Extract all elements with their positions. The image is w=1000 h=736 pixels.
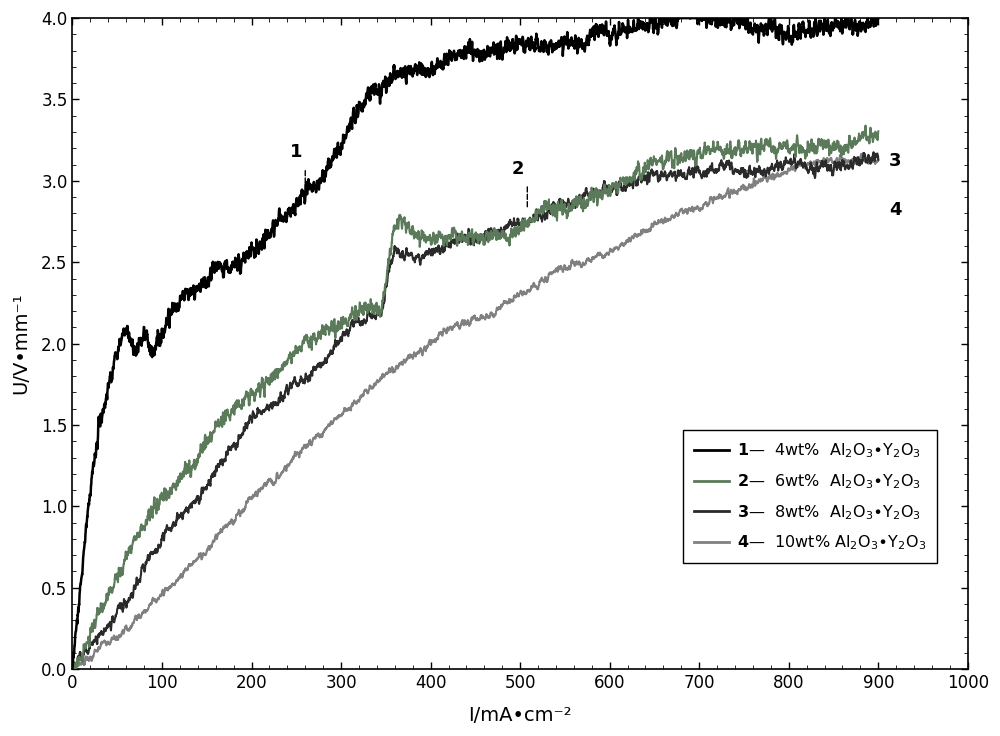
Text: 1: 1 [290,144,303,161]
Legend: $\mathbf{1}$—  4wt%  Al$_2$O$_3$$\bullet$Y$_2$O$_3$, $\mathbf{2}$—  6wt%  Al$_2$: $\mathbf{1}$— 4wt% Al$_2$O$_3$$\bullet$Y… [683,431,937,564]
X-axis label: I/mA•cm⁻²: I/mA•cm⁻² [468,706,572,725]
Text: 4: 4 [889,201,902,219]
Text: 2: 2 [512,160,525,177]
Y-axis label: U/V•mm⁻¹: U/V•mm⁻¹ [11,293,30,394]
Text: 3: 3 [889,152,902,170]
